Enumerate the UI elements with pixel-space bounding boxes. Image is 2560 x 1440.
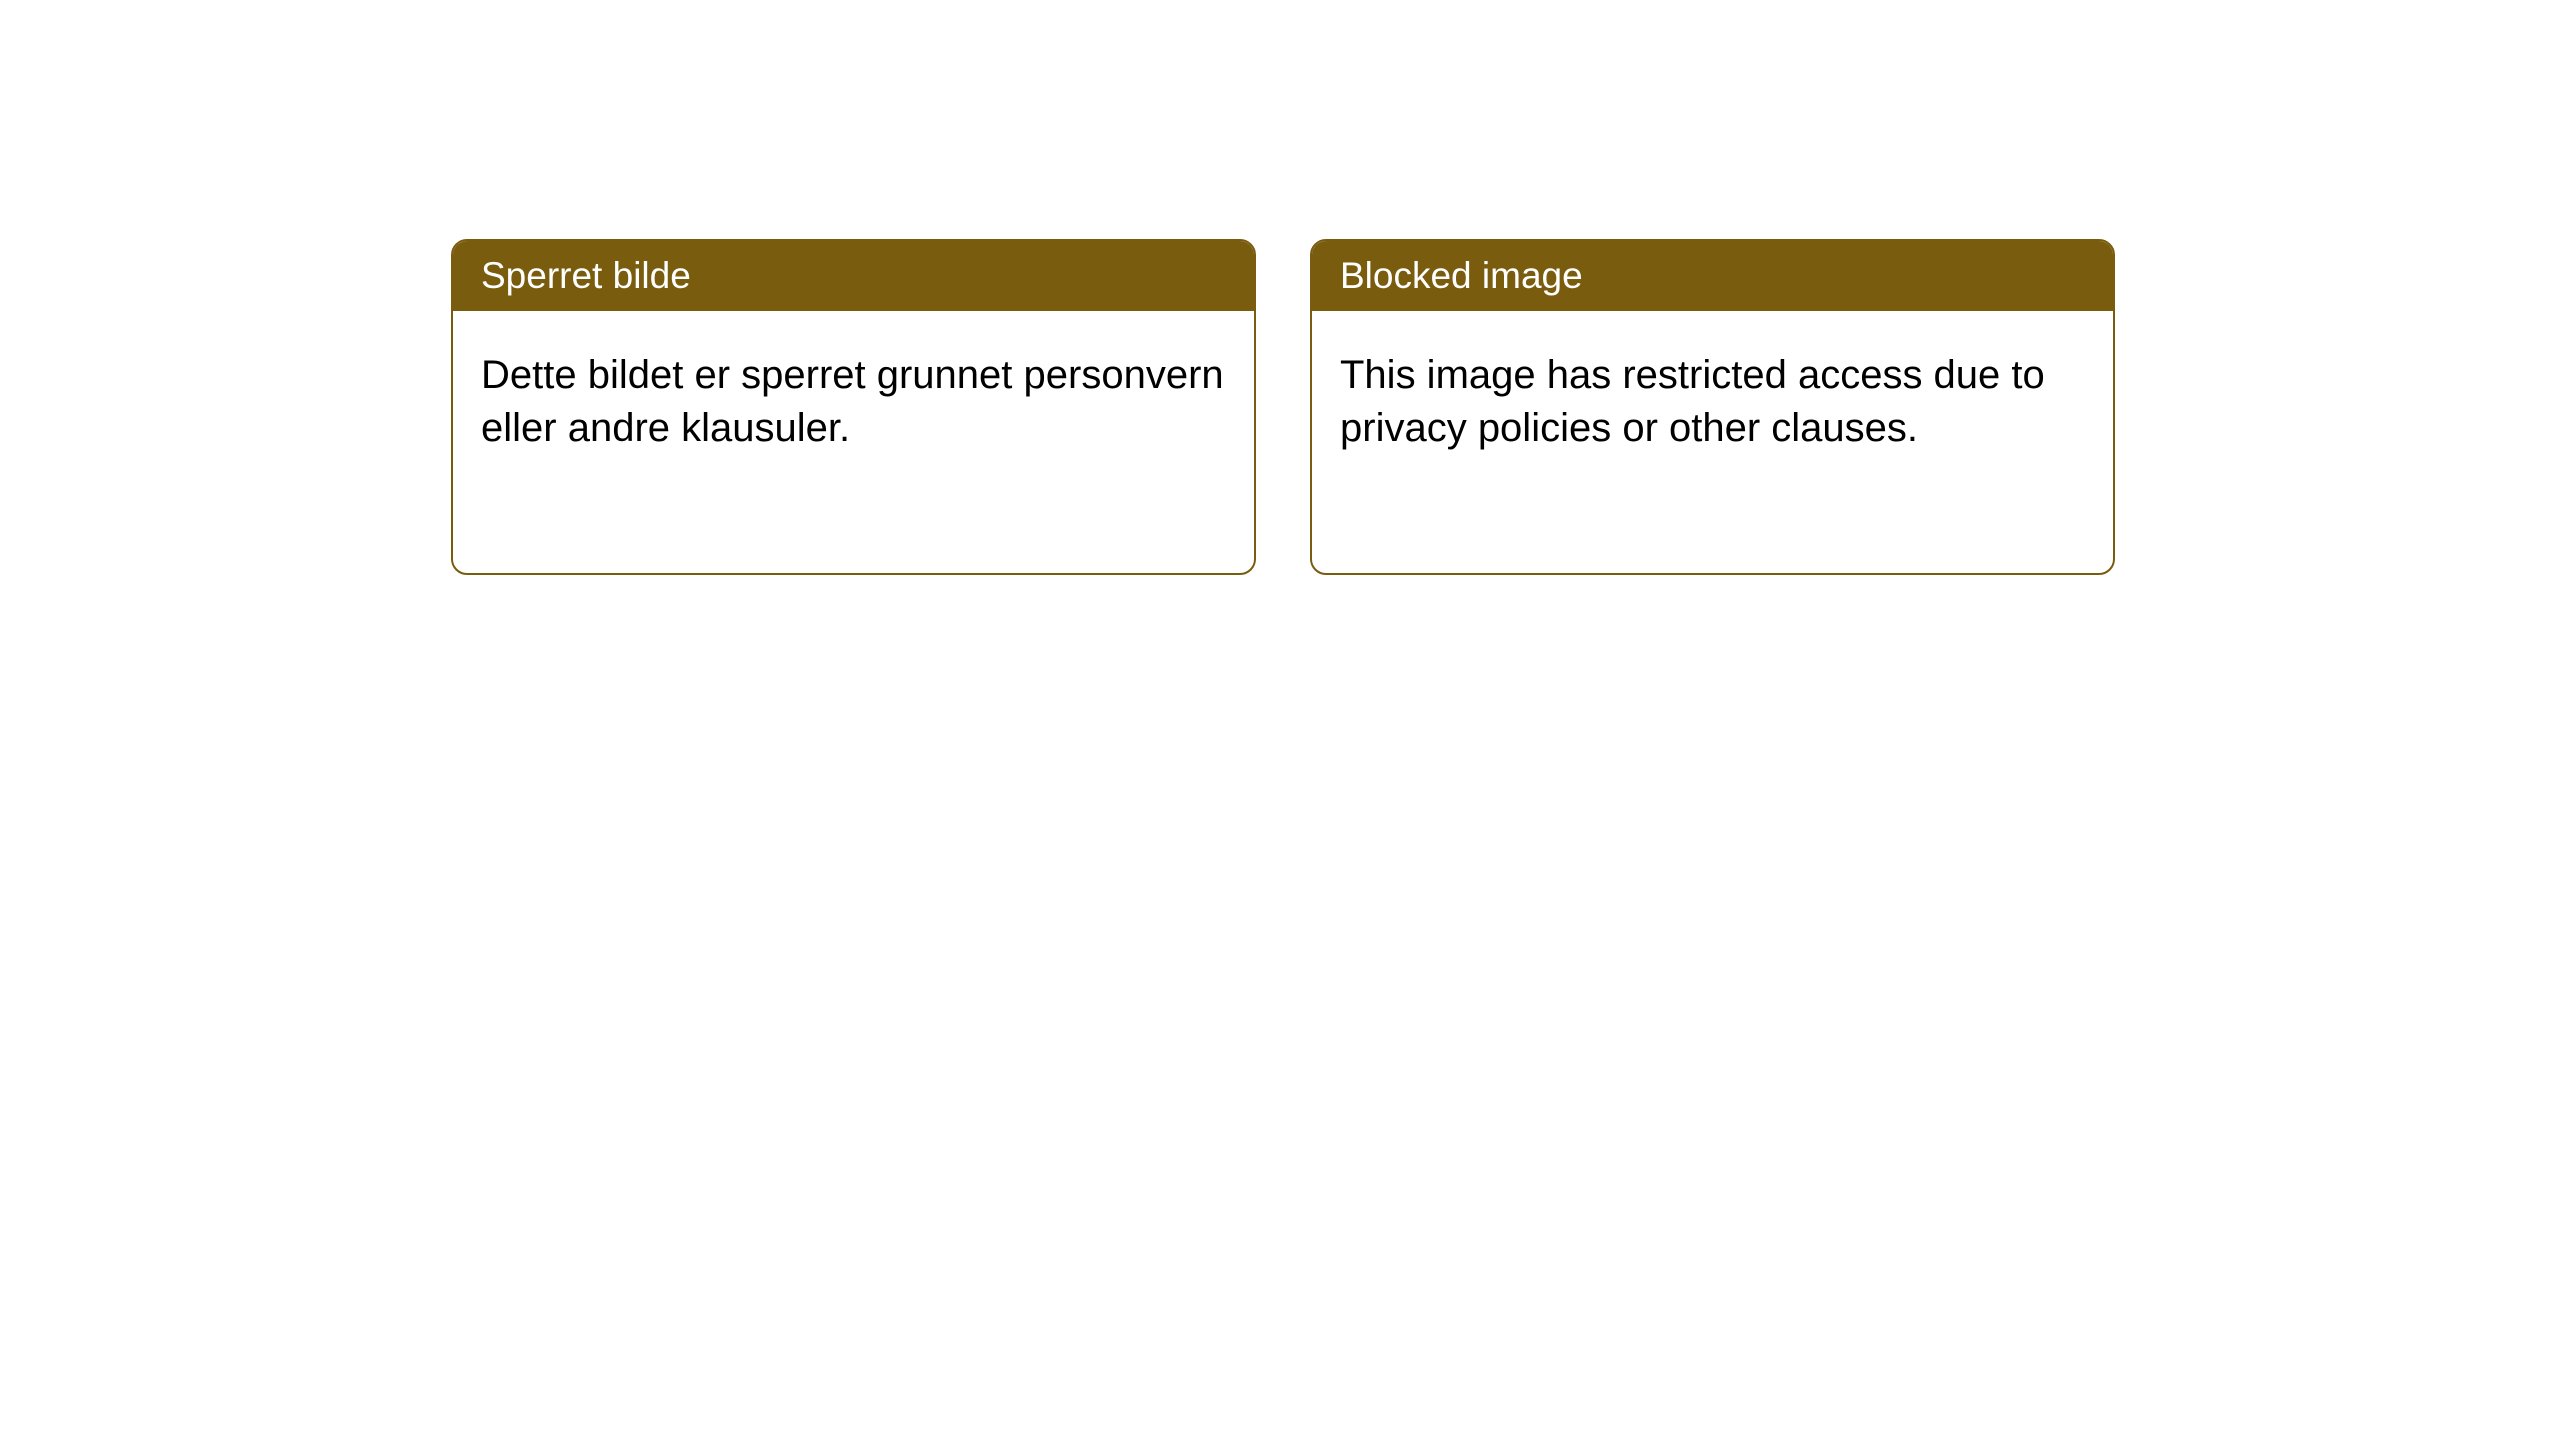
notice-title-english: Blocked image [1312, 241, 2113, 311]
notice-title-norwegian: Sperret bilde [453, 241, 1254, 311]
notice-body-norwegian: Dette bildet er sperret grunnet personve… [453, 311, 1254, 493]
notice-container: Sperret bilde Dette bildet er sperret gr… [451, 239, 2115, 575]
notice-card-norwegian: Sperret bilde Dette bildet er sperret gr… [451, 239, 1256, 575]
notice-card-english: Blocked image This image has restricted … [1310, 239, 2115, 575]
notice-body-english: This image has restricted access due to … [1312, 311, 2113, 493]
